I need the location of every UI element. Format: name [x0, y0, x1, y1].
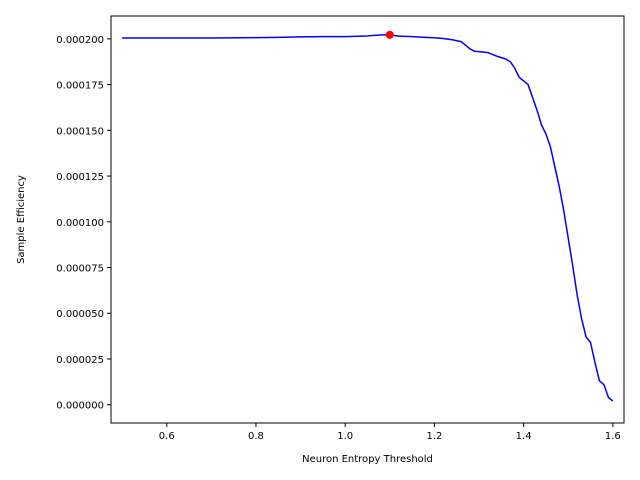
y-tick-label: 0.000150: [56, 126, 104, 137]
series-line: [122, 34, 614, 402]
y-tick-label: 0.000025: [56, 355, 104, 366]
plot-frame: [110, 15, 625, 424]
y-tick-label: 0.000200: [56, 35, 104, 46]
y-axis-label: Sample Efficiency: [16, 175, 27, 264]
x-axis-label: Neuron Entropy Threshold: [302, 454, 433, 465]
x-tick-label: 1.4: [516, 431, 532, 442]
y-tick-label: 0.000050: [56, 309, 104, 320]
y-tick-label: 0.000100: [56, 218, 104, 229]
x-axis-ticks: 0.6 0.8 1.0 1.2 1.4 1.6: [159, 423, 621, 442]
x-tick-label: 0.6: [159, 431, 175, 442]
y-tick-label: 0.000000: [56, 401, 104, 412]
y-tick-label: 0.000175: [56, 81, 104, 92]
x-tick-label: 1.6: [605, 431, 621, 442]
y-tick-label: 0.000125: [56, 172, 104, 183]
series-layer: [122, 30, 614, 402]
y-tick-label: 0.000075: [56, 264, 104, 275]
highlight-point: [385, 30, 394, 39]
y-axis-ticks: 0.000000 0.000025 0.000050 0.000075 0.000100…: [56, 35, 111, 412]
x-tick-label: 1.0: [337, 431, 353, 442]
x-tick-label: 0.8: [248, 431, 264, 442]
x-tick-label: 1.2: [426, 431, 442, 442]
